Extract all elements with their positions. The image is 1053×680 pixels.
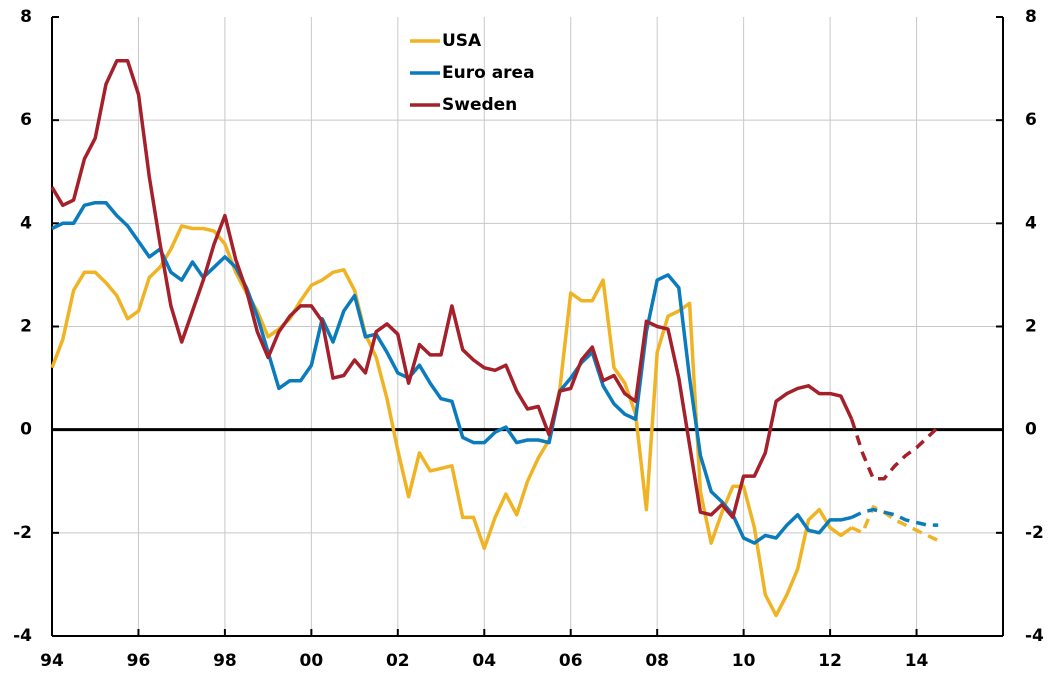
series-line — [51, 200, 853, 545]
forecast-line — [850, 507, 939, 527]
x-tick-label: 02 — [386, 651, 410, 671]
y-tick-label: -2 — [13, 523, 32, 543]
y2-tick-label: 6 — [1025, 110, 1037, 130]
forecast-line — [850, 505, 939, 543]
y2-tick-label: 2 — [1025, 317, 1037, 337]
x-tick-label: 94 — [40, 651, 64, 671]
series-line — [50, 224, 853, 618]
y-tick-label: 0 — [20, 420, 32, 440]
y2-tick-label: -4 — [1025, 626, 1044, 646]
x-tick-label: 14 — [905, 651, 929, 671]
y-tick-label: 8 — [20, 7, 32, 27]
x-tick-label: 06 — [559, 651, 583, 671]
y2-tick-label: 0 — [1025, 420, 1037, 440]
x-tick-label: 04 — [472, 651, 496, 671]
legend-label: Sweden — [442, 95, 517, 115]
y-tick-label: -4 — [13, 626, 32, 646]
y-tick-label: 4 — [20, 213, 32, 233]
y2-tick-label: -2 — [1025, 523, 1044, 543]
x-tick-label: 10 — [732, 651, 756, 671]
x-tick-label: 96 — [127, 651, 151, 671]
y-tick-label: 2 — [20, 317, 32, 337]
legend-label: USA — [442, 31, 482, 51]
x-tick-label: 98 — [213, 651, 237, 671]
y-tick-label: 6 — [20, 110, 32, 130]
x-tick-label: 08 — [645, 651, 669, 671]
x-tick-label: 00 — [300, 651, 324, 671]
forecast-line — [850, 418, 940, 481]
x-tick-label: 12 — [818, 651, 842, 671]
series-line — [50, 59, 854, 520]
y2-tick-label: 4 — [1025, 213, 1037, 233]
y2-tick-label: 8 — [1025, 7, 1037, 27]
legend-label: Euro area — [442, 63, 535, 83]
